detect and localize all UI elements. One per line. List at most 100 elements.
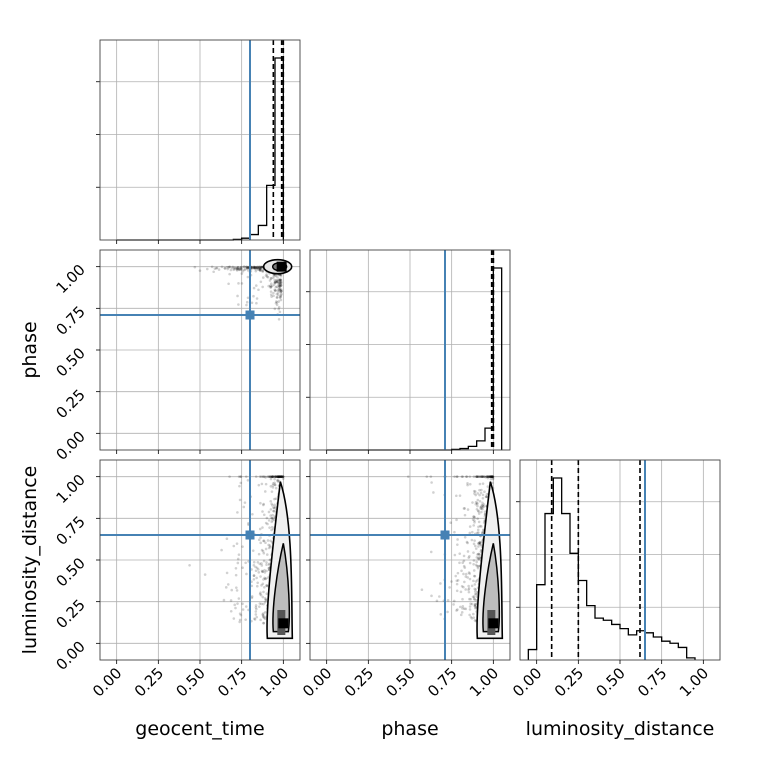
- scatter-point: [273, 280, 277, 284]
- scatter-point: [279, 298, 283, 302]
- scatter-point: [237, 282, 240, 285]
- scatter-point: [277, 283, 280, 287]
- scatter-point: [281, 475, 285, 478]
- scatter-point: [263, 597, 267, 600]
- scatter-point: [273, 505, 277, 509]
- scatter-point: [468, 608, 472, 611]
- scatter-point: [472, 515, 476, 518]
- scatter-point: [455, 609, 458, 612]
- scatter-point: [274, 486, 278, 490]
- scatter-point: [262, 503, 265, 507]
- scatter-point: [277, 475, 280, 479]
- scatter-point: [478, 541, 481, 545]
- scatter-point: [267, 475, 271, 478]
- scatter-point: [455, 518, 458, 522]
- scatter-point: [473, 490, 477, 493]
- scatter-point: [266, 522, 269, 526]
- scatter-point: [268, 279, 272, 282]
- scatter-point: [279, 475, 283, 478]
- scatter-point: [272, 291, 275, 295]
- scatter-point: [477, 510, 480, 513]
- scatter-point: [262, 615, 265, 619]
- scatter-point: [198, 269, 202, 272]
- scatter-point: [277, 317, 281, 321]
- scatter-point: [487, 475, 491, 478]
- scatter-point: [268, 526, 271, 529]
- scatter-point: [210, 265, 214, 269]
- scatter-point: [230, 266, 234, 270]
- scatter-point: [485, 495, 488, 498]
- scatter-point: [259, 266, 263, 269]
- scatter-point: [482, 503, 486, 506]
- scatter-point: [473, 521, 476, 524]
- scatter-point: [488, 475, 492, 478]
- scatter-point: [278, 283, 282, 286]
- scatter-point: [276, 291, 280, 295]
- scatter-point: [252, 574, 256, 577]
- scatter-point: [268, 475, 272, 478]
- scatter-point: [472, 612, 475, 616]
- scatter-point: [223, 267, 227, 270]
- x-tick-label: 0.50: [382, 664, 418, 700]
- scatter-point: [472, 559, 476, 562]
- scatter-point: [266, 576, 270, 579]
- scatter-point: [261, 595, 265, 599]
- scatter-point: [468, 577, 472, 581]
- scatter-point: [255, 615, 259, 619]
- scatter-point: [236, 267, 239, 271]
- scatter-point: [262, 602, 265, 606]
- scatter-point: [275, 475, 279, 478]
- scatter-point: [478, 493, 481, 497]
- scatter-point: [279, 284, 283, 288]
- scatter-point: [475, 564, 479, 568]
- scatter-point: [490, 475, 494, 478]
- scatter-point: [272, 509, 275, 513]
- scatter-point: [269, 508, 273, 511]
- scatter-point: [470, 602, 474, 606]
- scatter-point: [464, 588, 467, 591]
- scatter-point: [278, 281, 281, 284]
- scatter-point: [464, 572, 468, 576]
- scatter-point: [260, 584, 263, 587]
- x-tick-label: 0.00: [509, 664, 545, 700]
- scatter-point: [270, 528, 273, 532]
- scatter-point: [430, 594, 433, 598]
- scatter-point: [232, 617, 236, 620]
- scatter-point: [257, 568, 260, 571]
- scatter-point: [268, 544, 272, 547]
- scatter-point: [280, 289, 283, 293]
- scatter-point: [278, 285, 282, 288]
- y-tick-label: 0.25: [52, 386, 88, 422]
- scatter-point: [279, 281, 283, 284]
- scatter-point: [227, 282, 230, 286]
- scatter-point: [463, 535, 467, 539]
- scatter-point: [280, 475, 283, 478]
- scatter-point: [235, 589, 239, 592]
- scatter-point: [245, 266, 249, 270]
- scatter-point: [469, 602, 472, 606]
- scatter-point: [262, 615, 265, 618]
- scatter-point: [278, 475, 282, 478]
- scatter-point: [257, 265, 261, 269]
- x-tick-label: 0.75: [634, 664, 670, 700]
- scatter-point: [462, 585, 465, 589]
- scatter-point: [277, 307, 281, 311]
- scatter-point: [236, 511, 239, 514]
- scatter-point: [270, 520, 274, 524]
- scatter-point: [489, 475, 493, 478]
- scatter-point: [215, 266, 219, 270]
- scatter-point: [461, 597, 464, 601]
- scatter-point: [479, 543, 483, 547]
- scatter-point: [474, 475, 478, 478]
- scatter-point: [257, 288, 260, 292]
- scatter-point: [279, 291, 282, 294]
- scatter-point: [462, 564, 466, 568]
- scatter-point: [481, 475, 485, 478]
- scatter-point: [235, 586, 238, 589]
- scatter-point: [275, 296, 279, 299]
- x-tick-label: 0.25: [551, 664, 587, 700]
- scatter-point: [261, 549, 265, 553]
- scatter-point: [277, 475, 280, 478]
- scatter-point: [489, 475, 493, 478]
- scatter-point: [486, 475, 490, 478]
